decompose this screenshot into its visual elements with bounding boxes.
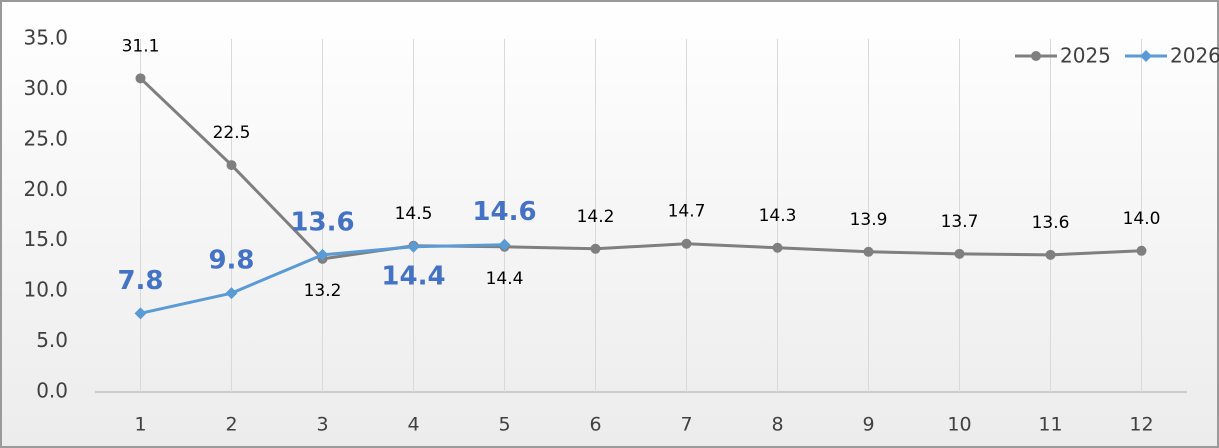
data-label: 14.4 bbox=[486, 269, 524, 289]
data-point bbox=[681, 238, 692, 249]
data-point bbox=[134, 307, 147, 320]
legend-label: 2025 bbox=[1060, 44, 1111, 68]
data-label: 22.5 bbox=[213, 123, 251, 143]
data-label: 14.7 bbox=[668, 202, 706, 222]
data-point bbox=[226, 160, 237, 171]
data-label: 14.3 bbox=[759, 206, 797, 226]
y-tick-label: 25.0 bbox=[23, 126, 68, 150]
data-point bbox=[407, 240, 420, 253]
data-label: 13.7 bbox=[941, 212, 979, 232]
data-point bbox=[1045, 249, 1056, 260]
data-point bbox=[863, 246, 874, 257]
legend-marker bbox=[1031, 51, 1041, 61]
data-point bbox=[590, 243, 601, 254]
x-tick-label: 9 bbox=[862, 414, 874, 436]
data-label: 14.6 bbox=[472, 197, 536, 227]
data-label: 14.0 bbox=[1123, 209, 1161, 229]
series-line bbox=[139, 77, 1142, 261]
x-tick-label: 4 bbox=[407, 414, 419, 436]
y-tick-label: 20.0 bbox=[23, 177, 68, 201]
x-tick-label: 2 bbox=[225, 414, 237, 436]
data-label: 14.5 bbox=[395, 204, 433, 224]
data-label: 7.8 bbox=[117, 266, 163, 296]
x-tick-label: 7 bbox=[680, 414, 692, 436]
x-tick-label: 6 bbox=[589, 414, 601, 436]
x-tick-label: 3 bbox=[316, 414, 328, 436]
legend-marker bbox=[1140, 50, 1152, 62]
x-tick-label: 1 bbox=[134, 414, 146, 436]
y-tick-label: 0.0 bbox=[36, 379, 68, 403]
y-tick-label: 30.0 bbox=[23, 76, 68, 100]
y-tick-label: 15.0 bbox=[23, 227, 68, 251]
data-point bbox=[316, 248, 329, 261]
data-point bbox=[772, 242, 783, 253]
y-tick-label: 5.0 bbox=[36, 328, 68, 352]
y-tick-label: 35.0 bbox=[23, 26, 68, 50]
data-point bbox=[498, 238, 511, 251]
data-point bbox=[954, 248, 965, 259]
data-point bbox=[135, 73, 146, 84]
legend-label: 2026 bbox=[1170, 44, 1219, 68]
data-point bbox=[1136, 245, 1147, 256]
data-label: 14.2 bbox=[577, 207, 615, 227]
x-tick-label: 8 bbox=[771, 414, 783, 436]
data-label: 13.6 bbox=[290, 207, 354, 237]
y-tick-label: 10.0 bbox=[23, 278, 68, 302]
data-label: 13.2 bbox=[304, 281, 342, 301]
x-tick-label: 11 bbox=[1038, 414, 1062, 436]
data-point bbox=[225, 287, 238, 300]
data-label: 14.4 bbox=[381, 261, 445, 291]
data-label: 13.9 bbox=[850, 210, 888, 230]
data-label: 9.8 bbox=[208, 246, 254, 276]
x-tick-label: 5 bbox=[498, 414, 510, 436]
x-tick-label: 10 bbox=[947, 414, 971, 436]
x-tick-label: 12 bbox=[1129, 414, 1153, 436]
data-label: 31.1 bbox=[122, 36, 160, 56]
data-label: 13.6 bbox=[1032, 213, 1070, 233]
